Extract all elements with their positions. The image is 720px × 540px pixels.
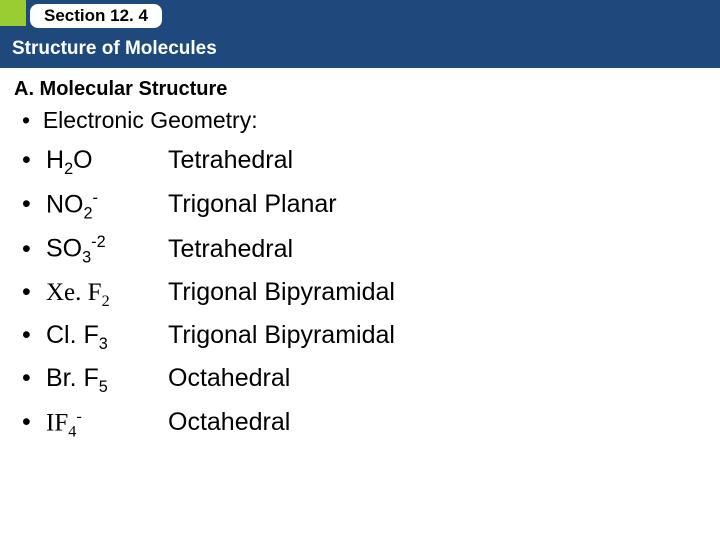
geometry-label: Octahedral: [168, 408, 706, 437]
content-area: A. Molecular Structure • Electronic Geom…: [0, 68, 720, 441]
list-item: •Br. F5Octahedral: [22, 364, 706, 397]
section-tab: Section 12. 4: [28, 2, 164, 30]
bullet-dot: •: [22, 278, 46, 307]
bullet-dot: •: [22, 146, 46, 175]
intro-text: Electronic Geometry:: [43, 107, 258, 133]
molecule-formula: Cl. F3: [46, 321, 168, 354]
list-item: •NO2-Trigonal Planar: [22, 189, 706, 223]
molecule-formula: SO3-2: [46, 233, 168, 267]
molecule-formula: Br. F5: [46, 364, 168, 397]
bullet-dot: •: [22, 107, 43, 133]
list-item: •Cl. F3 Trigonal Bipyramidal: [22, 321, 706, 354]
list-item: •SO3-2Tetrahedral: [22, 233, 706, 267]
geometry-label: Trigonal Bipyramidal: [168, 321, 706, 350]
list-item: •Xe. F2Trigonal Bipyramidal: [22, 278, 706, 311]
list-item: •IF4-Octahedral: [22, 407, 706, 441]
geometry-label: Trigonal Planar: [168, 190, 706, 219]
geometry-label: Tetrahedral: [168, 235, 706, 264]
geometry-label: Octahedral: [168, 364, 706, 393]
list-item: •H2OTetrahedral: [22, 146, 706, 179]
intro-bullet: • Electronic Geometry:: [14, 107, 706, 134]
molecule-formula: H2O: [46, 146, 168, 179]
molecule-formula: Xe. F2: [46, 279, 168, 311]
molecule-formula: NO2-: [46, 189, 168, 223]
section-heading: A. Molecular Structure: [14, 78, 706, 101]
corner-accent: [0, 0, 26, 26]
molecule-formula: IF4-: [46, 407, 168, 441]
molecule-list: •H2OTetrahedral•NO2-Trigonal Planar•SO3-…: [14, 146, 706, 441]
bullet-dot: •: [22, 364, 46, 393]
bullet-dot: •: [22, 235, 46, 264]
bullet-dot: •: [22, 190, 46, 219]
slide-subtitle: Structure of Molecules: [0, 38, 217, 68]
geometry-label: Trigonal Bipyramidal: [168, 278, 706, 307]
bullet-dot: •: [22, 408, 46, 437]
geometry-label: Tetrahedral: [168, 146, 706, 175]
header-bar: Section 12. 4 Structure of Molecules: [0, 0, 720, 68]
bullet-dot: •: [22, 321, 46, 350]
